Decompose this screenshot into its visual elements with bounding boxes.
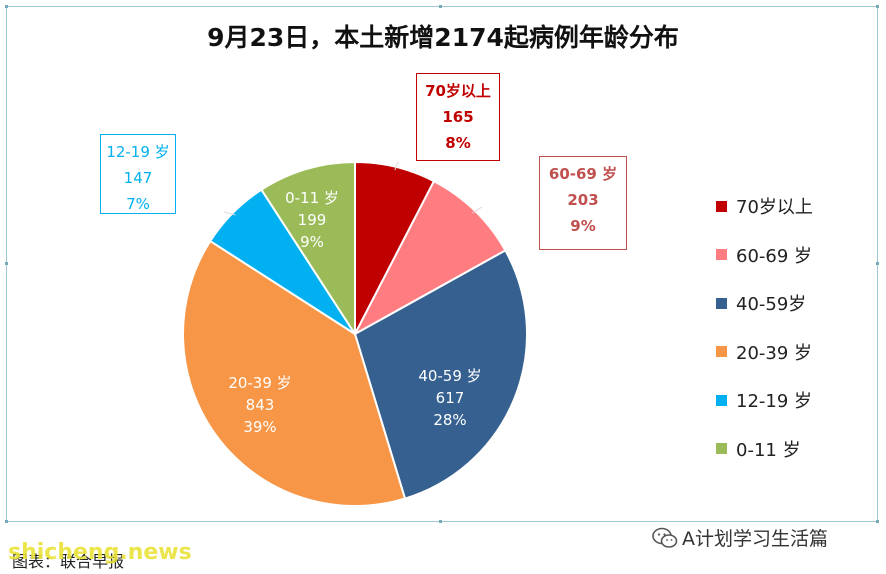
- legend: 70岁以上 60-69 岁 40-59岁 20-39 岁 12-19 岁 0-11 岁: [716, 182, 813, 473]
- slice-label-name: 20-39 岁: [228, 374, 292, 392]
- slice-label-name: 0-11 岁: [285, 189, 339, 207]
- leader-line: [472, 206, 483, 214]
- callout-percent: 7%: [126, 195, 150, 213]
- pie-slice: [260, 160, 356, 338]
- slice-label-value: 617: [435, 389, 465, 407]
- legend-label: 20-39 岁: [736, 342, 813, 364]
- callout-value: 203: [567, 191, 599, 209]
- legend-swatch: [716, 443, 727, 455]
- resize-handle[interactable]: [439, 520, 442, 523]
- callout-name: 12-19 岁: [106, 143, 170, 161]
- leader-line: [394, 161, 399, 171]
- callout-name: 70岁以上: [425, 82, 491, 100]
- slice-label-name: 40-59 岁: [418, 367, 482, 385]
- resize-handle[interactable]: [5, 520, 8, 523]
- legend-item: 60-69 岁: [716, 231, 813, 280]
- slice-label-value: 199: [297, 211, 327, 229]
- slice-label: 40-59 岁 617 28%: [405, 365, 495, 431]
- leader-line: [223, 211, 236, 216]
- wechat-account-name: A计划学习生活篇: [682, 528, 828, 550]
- resize-handle[interactable]: [439, 5, 442, 8]
- slice-label-percent: 9%: [300, 233, 324, 251]
- resize-handle[interactable]: [876, 5, 879, 8]
- pie-slice: [352, 179, 507, 337]
- pie-slice: [353, 249, 528, 500]
- legend-item: 12-19 岁: [716, 376, 813, 425]
- slice-label-percent: 39%: [243, 418, 277, 436]
- callout-value: 147: [123, 169, 153, 187]
- legend-swatch: [716, 249, 727, 261]
- callout-percent: 9%: [570, 217, 596, 235]
- legend-item: 40-59岁: [716, 279, 813, 328]
- legend-label: 70岁以上: [736, 197, 813, 219]
- legend-label: 12-19 岁: [736, 391, 813, 413]
- legend-swatch: [716, 200, 727, 212]
- legend-swatch: [716, 394, 727, 406]
- slice-label-percent: 28%: [433, 411, 467, 429]
- legend-swatch: [716, 346, 727, 358]
- slice-label-value: 843: [245, 396, 275, 414]
- slice-callout: 60-69 岁 203 9%: [539, 156, 627, 250]
- resize-handle[interactable]: [876, 262, 879, 265]
- legend-label: 40-59岁: [736, 294, 807, 316]
- resize-handle[interactable]: [5, 5, 8, 8]
- wechat-account: A计划学习生活篇: [652, 524, 828, 551]
- pie-slice: [182, 239, 407, 507]
- resize-handle[interactable]: [876, 520, 879, 523]
- resize-handle[interactable]: [5, 262, 8, 265]
- watermark: shicheng.news: [8, 540, 192, 565]
- slice-label: 0-11 岁 199 9%: [267, 187, 357, 253]
- slice-label: 20-39 岁 843 39%: [215, 372, 305, 438]
- callout-percent: 8%: [445, 134, 471, 152]
- slice-callout: 70岁以上 165 8%: [416, 73, 500, 161]
- callout-name: 60-69 岁: [548, 165, 618, 183]
- chart-title: 9月23日，本土新增2174起病例年龄分布: [207, 23, 679, 52]
- wechat-icon: [652, 527, 678, 548]
- legend-item: 70岁以上: [716, 182, 813, 231]
- legend-swatch: [716, 297, 727, 309]
- legend-label: 60-69 岁: [736, 245, 813, 267]
- callout-value: 165: [442, 108, 474, 126]
- slice-callout: 12-19 岁 147 7%: [100, 134, 176, 214]
- source-note: 图表：联合早报: [12, 552, 125, 571]
- legend-label: 0-11 岁: [736, 439, 801, 461]
- legend-item: 20-39 岁: [716, 328, 813, 377]
- legend-item: 0-11 岁: [716, 425, 813, 474]
